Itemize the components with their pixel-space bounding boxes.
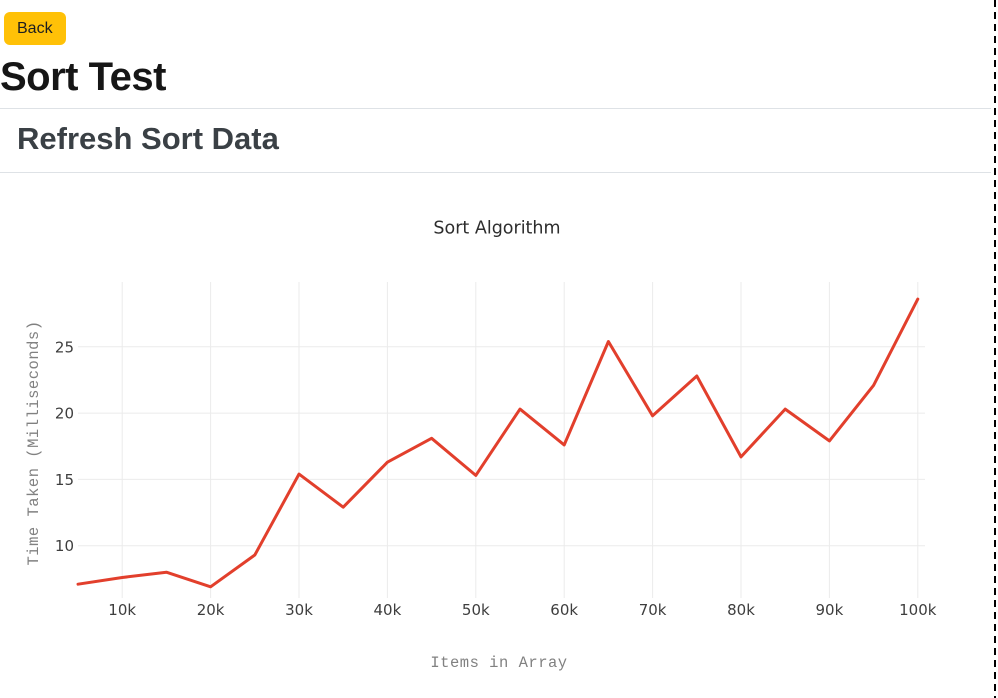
title-divider	[0, 108, 991, 109]
x-tick-100k: 100k	[899, 601, 937, 619]
section-divider	[0, 172, 991, 173]
y-tick-15: 15	[55, 471, 74, 489]
y-tick-20: 20	[55, 405, 74, 423]
x-tick-60k: 60k	[550, 601, 578, 619]
y-axis-title: Time Taken (Milliseconds)	[25, 320, 43, 565]
y-tick-10: 10	[55, 537, 74, 555]
sort-chart-canvas: 10 15 20 25 10k 20k 30k 40k 50k 60k 70k 80k 90k 100k S…	[25, 219, 937, 673]
refresh-sort-data-header[interactable]: Refresh Sort Data	[17, 121, 279, 156]
x-tick-70k: 70k	[639, 601, 667, 619]
x-tick-40k: 40k	[374, 601, 402, 619]
sort-time-series-line	[76, 297, 920, 589]
x-axis-title: Items in Array	[430, 654, 567, 672]
x-tick-30k: 30k	[285, 601, 313, 619]
x-tick-10k: 10k	[108, 601, 136, 619]
back-button[interactable]: Back	[4, 12, 66, 45]
sort-chart: 10 15 20 25 10k 20k 30k 40k 50k 60k 70k 80k 90k 100k S…	[0, 180, 991, 698]
page-title: Sort Test	[0, 55, 166, 99]
x-tick-50k: 50k	[462, 601, 490, 619]
x-tick-20k: 20k	[197, 601, 225, 619]
chart-title: Sort Algorithm	[433, 219, 560, 239]
x-tick-80k: 80k	[727, 601, 755, 619]
y-tick-25: 25	[55, 338, 74, 356]
x-tick-90k: 90k	[816, 601, 844, 619]
right-resize-handle[interactable]	[994, 0, 996, 698]
